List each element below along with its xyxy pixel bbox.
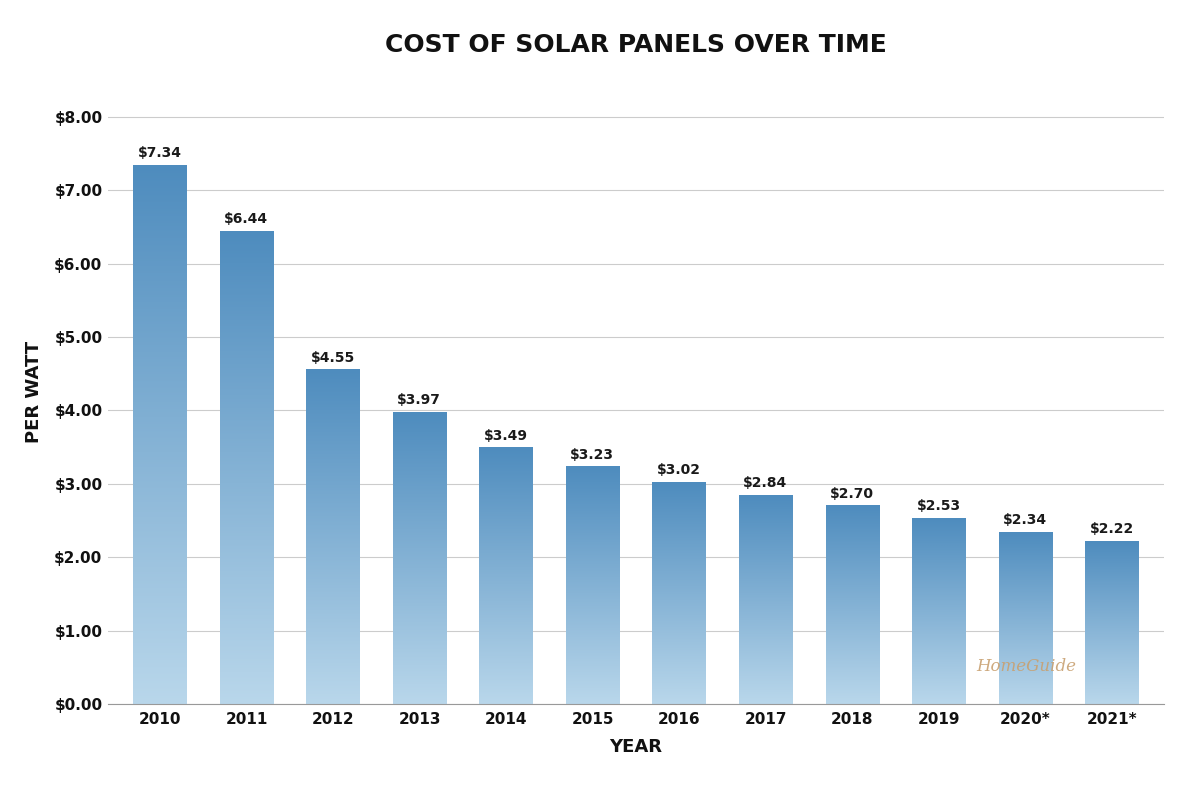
Text: $3.49: $3.49 [484,429,528,442]
Text: $4.55: $4.55 [311,351,355,365]
Text: $6.44: $6.44 [224,212,268,226]
X-axis label: YEAR: YEAR [610,738,662,757]
Title: COST OF SOLAR PANELS OVER TIME: COST OF SOLAR PANELS OVER TIME [385,34,887,58]
Text: $7.34: $7.34 [138,146,181,160]
Text: $2.34: $2.34 [1003,513,1048,527]
Text: $2.84: $2.84 [743,476,787,490]
Text: $3.02: $3.02 [656,463,701,477]
Text: $3.23: $3.23 [570,448,614,462]
Text: $2.70: $2.70 [830,486,874,501]
Text: $2.22: $2.22 [1090,522,1134,536]
Text: HomeGuide: HomeGuide [977,658,1076,675]
Text: $3.97: $3.97 [397,394,440,407]
Y-axis label: PER WATT: PER WATT [25,341,43,443]
Text: $2.53: $2.53 [917,499,960,513]
